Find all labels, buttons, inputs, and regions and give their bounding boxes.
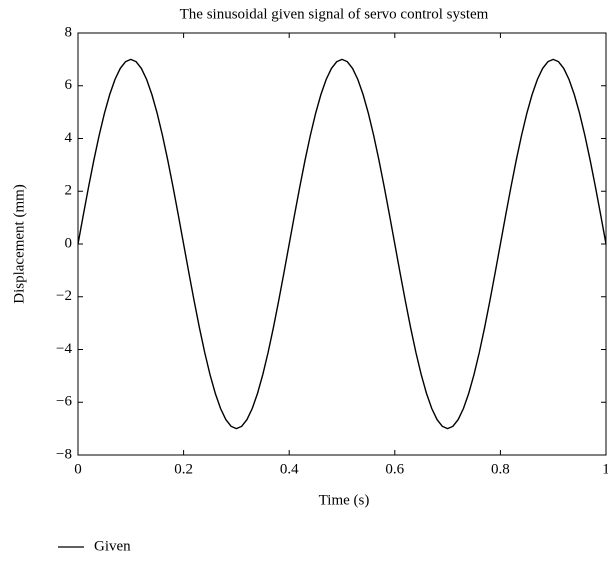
y-axis-label: Displacement (mm) xyxy=(11,184,27,304)
plot-frame xyxy=(77,32,607,456)
x-tick-label: 0 xyxy=(74,461,82,477)
y-tick-label: 4 xyxy=(65,130,73,146)
x-tick-label: 1 xyxy=(602,461,608,477)
y-tick-label: 8 xyxy=(65,24,73,40)
y-tick-label: 2 xyxy=(65,183,73,199)
y-tick-label: 0 xyxy=(65,235,73,251)
y-tick-label: −6 xyxy=(56,394,72,410)
chart-title: The sinusoidal given signal of servo con… xyxy=(180,6,489,22)
y-tick-label: 6 xyxy=(65,77,73,93)
legend-label: Given xyxy=(94,538,131,554)
x-tick-label: 0.4 xyxy=(280,461,299,477)
x-tick-label: 0.8 xyxy=(491,461,510,477)
x-tick-label: 0.2 xyxy=(174,461,193,477)
y-tick-label: −4 xyxy=(56,341,72,357)
data-line xyxy=(77,58,607,430)
y-tick-label: −8 xyxy=(56,446,72,462)
x-tick-label: 0.6 xyxy=(385,461,404,477)
x-axis-label: Time (s) xyxy=(319,492,370,508)
y-tick-label: −2 xyxy=(56,288,72,304)
